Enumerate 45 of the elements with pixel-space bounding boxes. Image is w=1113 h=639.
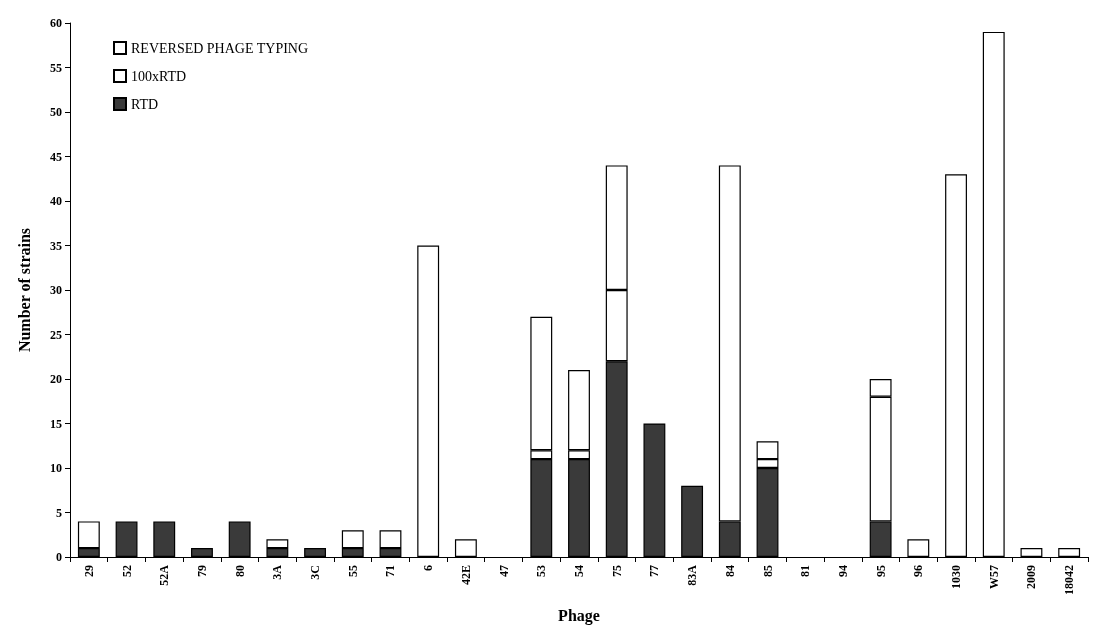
y-axis-title: Number of strains [15,227,33,353]
y-tick-label: 25 [50,327,62,342]
x-tick-label: 80 [232,565,247,577]
x-tick-label: 77 [647,565,662,577]
x-tick-label: 42E [458,565,473,586]
x-tick-label: 6 [421,565,436,571]
y-tick-label: 35 [50,238,62,253]
y-tick-label: 60 [50,16,62,30]
x-tick-label: 94 [835,565,850,577]
x-tick-label: 3A [270,564,285,580]
y-tick-label: 15 [50,416,62,431]
x-tick-label: 52 [119,565,134,577]
x-tick-label: 47 [496,565,511,577]
x-tick-label: 83A [685,564,700,586]
x-tick-label: 71 [383,565,398,577]
y-tick-label: 30 [50,283,62,297]
x-tick-label: 55 [345,565,360,577]
y-tick-label: 5 [56,505,62,520]
y-tick-label: 45 [50,149,62,164]
y-tick-label: 40 [50,194,62,208]
y-tick-label: 55 [50,60,62,75]
x-tick-label: 54 [572,565,586,577]
x-tick-label: 95 [873,565,888,577]
x-tick-label: 52A [157,564,172,586]
x-tick-label: 96 [911,565,926,577]
x-tick-label: 84 [722,565,737,577]
x-tick-label: 79 [194,565,209,577]
x-tick-label: 53 [534,565,549,577]
legend-label: RTD [131,96,159,112]
y-tick-label: 50 [50,105,62,119]
x-tick-label: 2009 [1024,565,1039,589]
x-axis-title: Phage [558,606,600,625]
y-tick-label: 10 [50,461,62,475]
legend-label: REVERSED PHAGE TYPING [131,40,309,56]
x-tick-label: 1030 [949,565,964,589]
legend-label: 100xRTD [131,68,187,84]
x-tick-label: 85 [760,565,775,577]
x-tick-label: 29 [81,565,96,577]
x-tick-label: W57 [986,565,1001,589]
y-tick-label: 0 [56,550,62,564]
x-tick-label: 81 [798,565,813,577]
x-tick-label: 18042 [1062,565,1077,595]
x-tick-label: 75 [609,565,624,577]
y-tick-label: 20 [50,372,62,386]
x-tick-label: 3C [308,565,323,580]
